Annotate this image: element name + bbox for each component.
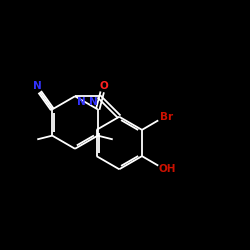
Text: Br: Br (160, 112, 173, 122)
Text: OH: OH (159, 164, 176, 174)
Text: N: N (34, 82, 42, 91)
Text: N: N (88, 97, 98, 107)
Text: O: O (100, 82, 108, 91)
Text: N: N (77, 97, 86, 107)
